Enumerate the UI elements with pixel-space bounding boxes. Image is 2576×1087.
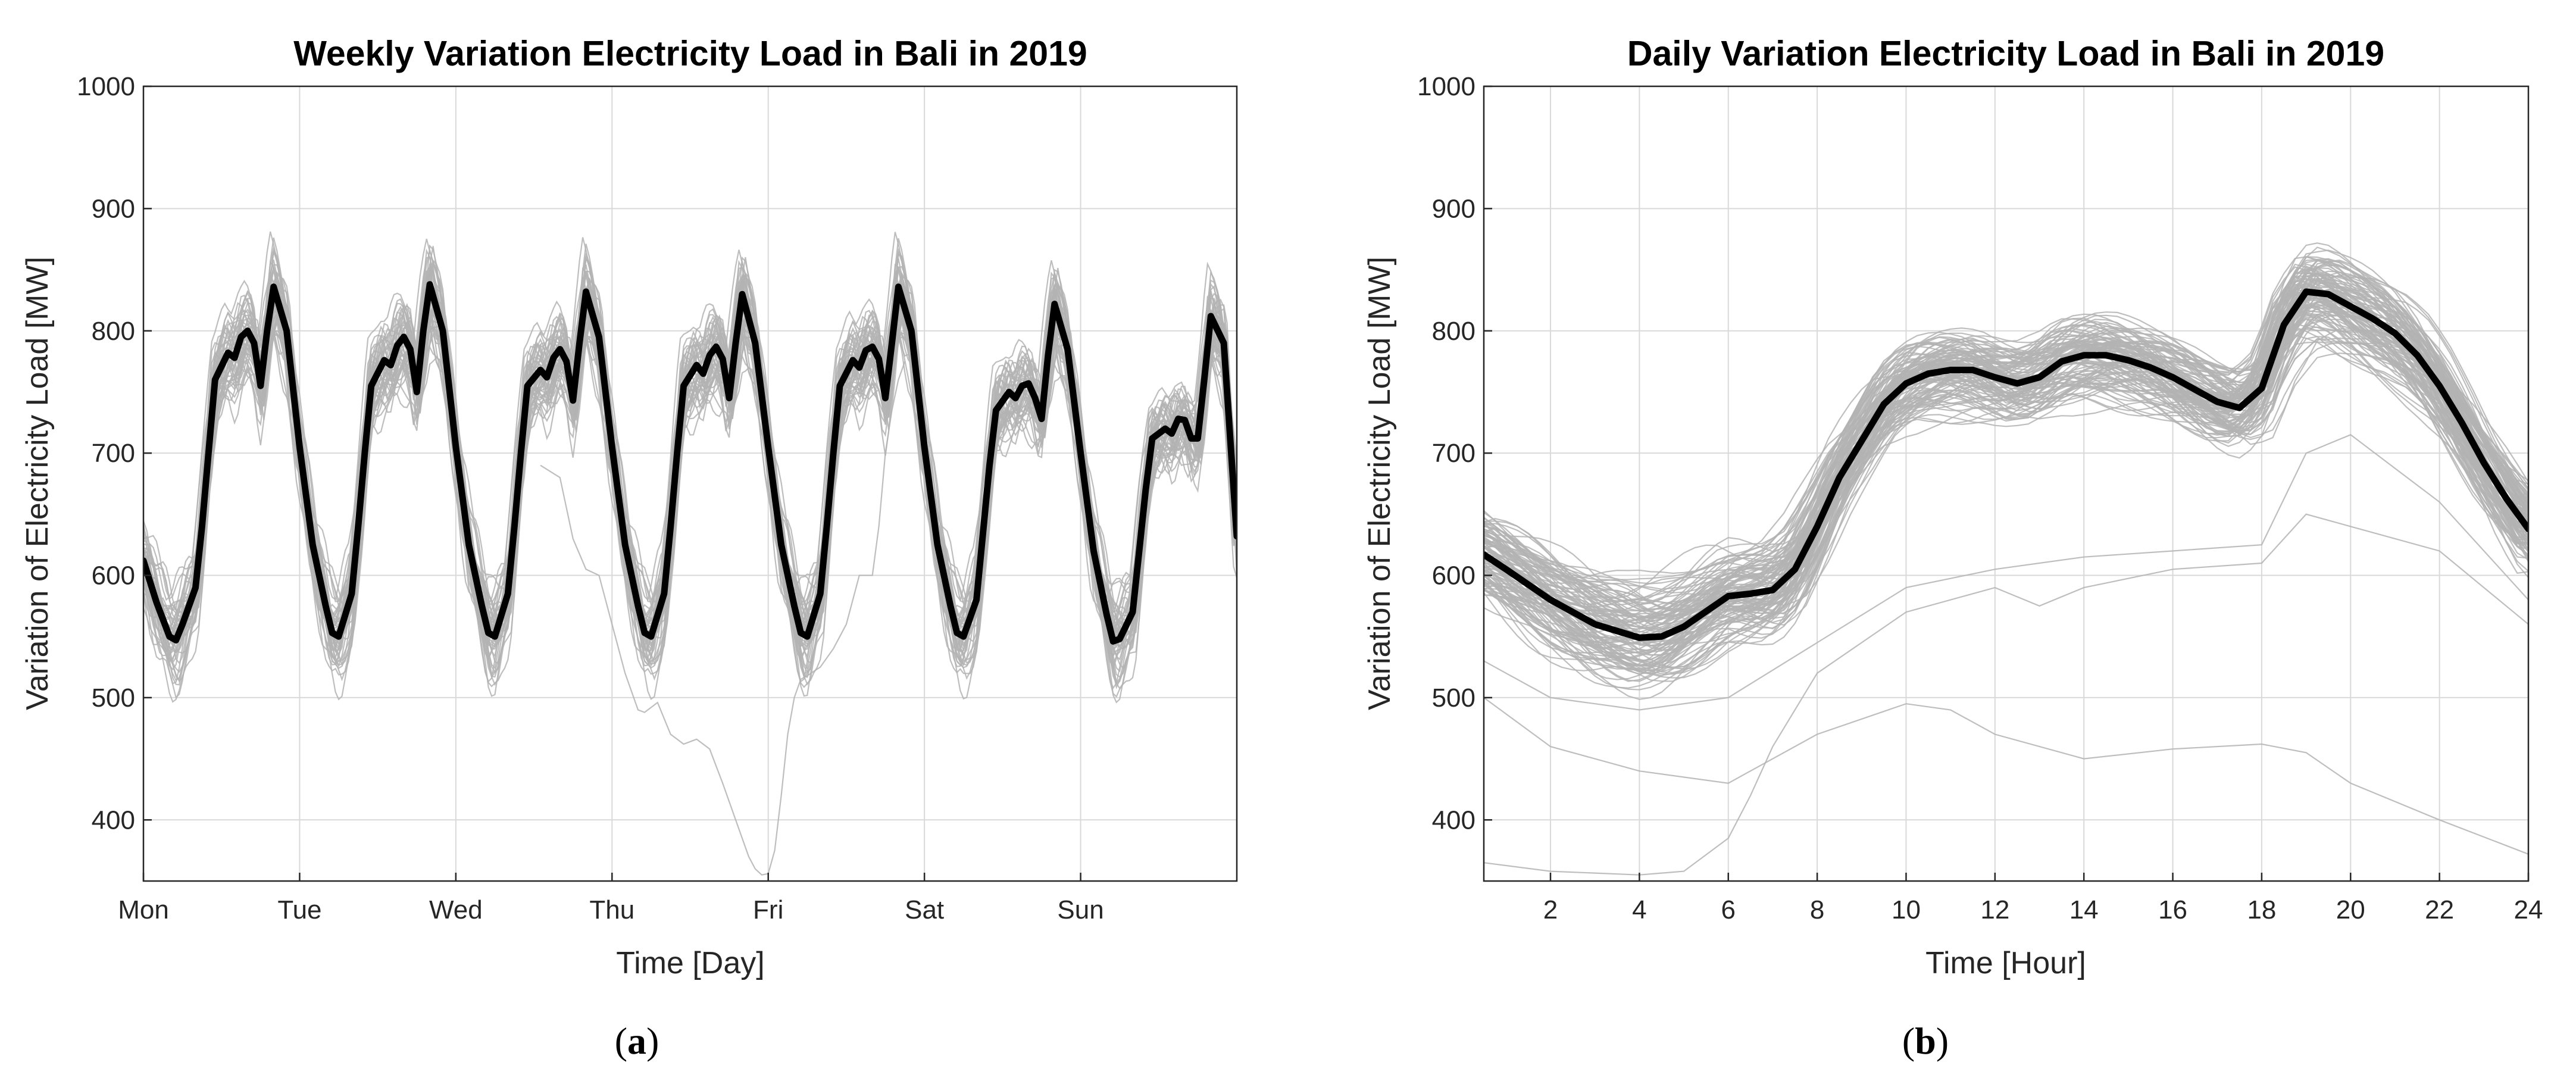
x-tick-label: 2 (1543, 895, 1558, 924)
profile-line (1484, 258, 2528, 623)
anomalous-series-line (1484, 697, 2528, 855)
x-tick-label: 22 (2425, 895, 2454, 924)
anomalous-series-line (1484, 513, 2528, 876)
panel-label-weekly: (a) (615, 1020, 659, 1062)
y-tick-label: 900 (1432, 194, 1475, 223)
x-tick-label: Fri (753, 895, 783, 924)
grid-daily (1484, 86, 2529, 881)
profile-line (1484, 292, 2528, 691)
panel-daily: Daily Variation Electricity Load in Bali… (1362, 34, 2543, 1062)
profile-line (143, 264, 1237, 630)
x-tick-label: 16 (2158, 895, 2187, 924)
y-tick-label: 600 (92, 561, 135, 591)
y-tick-label: 900 (92, 194, 135, 223)
x-tick-label: Wed (429, 895, 483, 924)
x-tick-label: 10 (1892, 895, 1921, 924)
x-tick-label: 24 (2514, 895, 2543, 924)
profile-line (1484, 274, 2528, 668)
profile-line (1484, 263, 2528, 624)
anomalous-series-line (1484, 434, 2528, 711)
chart-title-weekly: Weekly Variation Electricity Load in Bal… (293, 34, 1087, 73)
panel-letter-weekly: a (627, 1020, 646, 1062)
x-tick-label: 18 (2247, 895, 2276, 924)
mean-series-line-weekly (143, 281, 1237, 645)
x-tick-label: 20 (2336, 895, 2365, 924)
profile-line (1484, 256, 2528, 630)
profile-line (143, 246, 1237, 685)
x-tick-label: 14 (2069, 895, 2099, 924)
x-tick-label: Mon (118, 895, 169, 924)
y-tick-label: 500 (92, 683, 135, 713)
profile-line (1484, 289, 2528, 605)
profile-line (1484, 273, 2528, 670)
x-tick-label: 12 (1980, 895, 2009, 924)
x-tick-label: Tue (277, 895, 321, 924)
profile-line (1484, 328, 2528, 667)
profile-line (1484, 277, 2528, 679)
y-tick-label: 700 (1432, 439, 1475, 468)
panel-weekly: Weekly Variation Electricity Load in Bal… (20, 34, 1238, 1062)
profile-line (1484, 293, 2528, 590)
profile-line (1484, 249, 2528, 633)
y-axis-label-daily: Variation of Electricity Load [MW] (1362, 257, 1397, 710)
envelope-daily (1484, 242, 2528, 700)
mean-series-line-daily (1484, 288, 2528, 641)
y-tick-label: 500 (1432, 683, 1475, 713)
envelope-weekly (143, 231, 1237, 704)
x-tick-label: 4 (1632, 895, 1646, 924)
profile-line (1484, 256, 2528, 619)
profile-line (1484, 334, 2528, 631)
profile-line (143, 280, 1237, 634)
profile-line (1484, 352, 2528, 656)
x-axis-label-daily: Time [Hour] (1925, 946, 2086, 980)
y-tick-label: 700 (92, 439, 135, 468)
plot-frame-weekly (142, 85, 1238, 882)
plot-frame-daily (1483, 85, 2530, 882)
x-tick-label: 8 (1810, 895, 1824, 924)
y-tick-label: 800 (92, 317, 135, 346)
ticks-daily: 2 4 6 8 10 12 14 16 18 20 22 2440050060070080090010… (1417, 72, 2543, 924)
series-weekly (143, 281, 1237, 876)
ticks-weekly: Mon Tue Wed Thu Fri Sat Sun 400 500 600 700 800 900 1… (77, 72, 1104, 924)
chart-title-daily: Daily Variation Electricity Load in Bali… (1627, 34, 2384, 73)
x-tick-label: 6 (1721, 895, 1736, 924)
y-tick-label: 1000 (77, 72, 135, 101)
series-daily (1484, 288, 2528, 876)
panel-label-daily: (b) (1902, 1020, 1949, 1062)
x-tick-label: Thu (589, 895, 634, 924)
y-tick-label: 400 (1432, 805, 1475, 835)
anomalous-series-line (540, 361, 906, 876)
profile-line (1484, 275, 2528, 682)
profile-line (1484, 336, 2528, 648)
profile-line (1484, 312, 2528, 612)
x-tick-label: Sat (905, 895, 944, 924)
x-tick-label: Sun (1057, 895, 1103, 924)
y-tick-label: 1000 (1417, 72, 1475, 101)
profile-line (1484, 341, 2528, 662)
profile-line (1484, 303, 2528, 608)
y-tick-label: 400 (92, 805, 135, 835)
y-tick-label: 800 (1432, 317, 1475, 346)
y-axis-label-weekly: Variation of Electricity Load [MW] (20, 257, 55, 710)
y-tick-label: 600 (1432, 561, 1475, 591)
x-axis-label-weekly: Time [Day] (616, 946, 764, 980)
panel-letter-daily: b (1915, 1020, 1936, 1062)
